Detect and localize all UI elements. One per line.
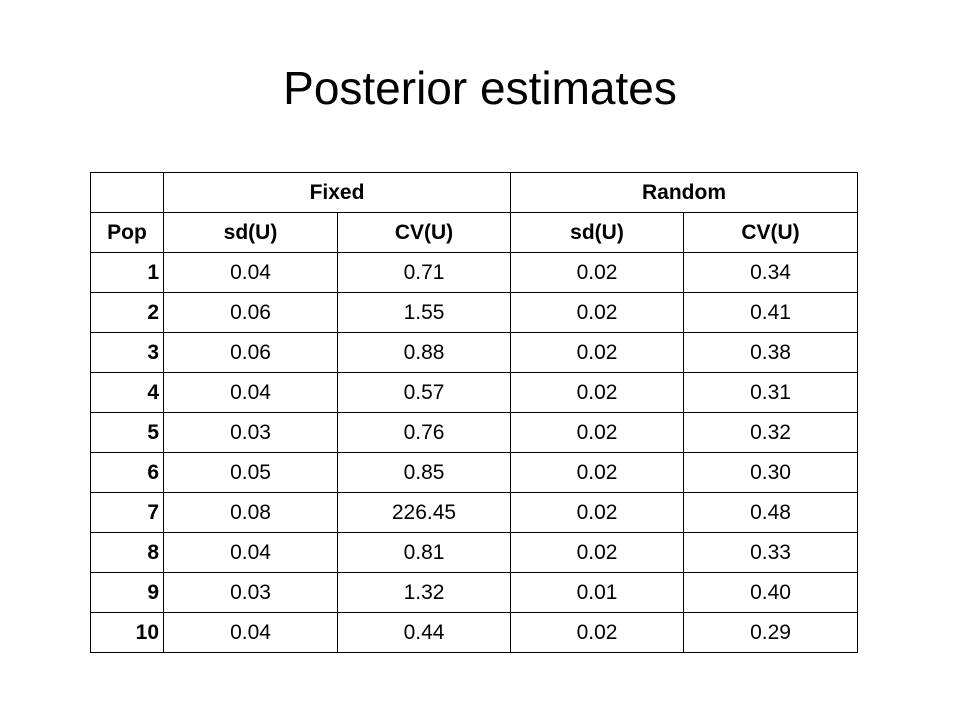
value-cell: 0.08 bbox=[163, 492, 338, 533]
pop-cell: 3 bbox=[90, 332, 164, 373]
table-row: 5 0.03 0.76 0.02 0.32 bbox=[90, 412, 858, 453]
value-cell: 0.02 bbox=[510, 372, 684, 413]
group-header: Random bbox=[510, 172, 858, 213]
table-row: 3 0.06 0.88 0.02 0.38 bbox=[90, 332, 858, 373]
value-cell: 0.85 bbox=[337, 452, 511, 493]
value-cell: 0.02 bbox=[510, 412, 684, 453]
value-cell: 0.04 bbox=[163, 252, 338, 293]
value-cell: 1.32 bbox=[337, 572, 511, 613]
table-row: 2 0.06 1.55 0.02 0.41 bbox=[90, 292, 858, 333]
value-cell: 0.02 bbox=[510, 292, 684, 333]
value-cell: 0.02 bbox=[510, 252, 684, 293]
column-header: CV(U) bbox=[337, 212, 511, 253]
table-row: 4 0.04 0.57 0.02 0.31 bbox=[90, 372, 858, 413]
value-cell: 0.03 bbox=[163, 572, 338, 613]
value-cell: 0.71 bbox=[337, 252, 511, 293]
column-header: sd(U) bbox=[163, 212, 338, 253]
table-row: Pop sd(U) CV(U) sd(U) CV(U) bbox=[90, 212, 858, 253]
pop-cell: 5 bbox=[90, 412, 164, 453]
value-cell: 0.41 bbox=[683, 292, 858, 333]
value-cell: 0.31 bbox=[683, 372, 858, 413]
value-cell: 0.33 bbox=[683, 532, 858, 573]
value-cell: 0.57 bbox=[337, 372, 511, 413]
table-row: 9 0.03 1.32 0.01 0.40 bbox=[90, 572, 858, 613]
value-cell: 0.05 bbox=[163, 452, 338, 493]
value-cell: 0.03 bbox=[163, 412, 338, 453]
table-row: 6 0.05 0.85 0.02 0.30 bbox=[90, 452, 858, 493]
value-cell: 1.55 bbox=[337, 292, 511, 333]
value-cell: 0.30 bbox=[683, 452, 858, 493]
value-cell: 0.48 bbox=[683, 492, 858, 533]
value-cell: 0.44 bbox=[337, 612, 511, 653]
pop-cell: 9 bbox=[90, 572, 164, 613]
value-cell: 0.04 bbox=[163, 532, 338, 573]
value-cell: 0.76 bbox=[337, 412, 511, 453]
value-cell: 0.29 bbox=[683, 612, 858, 653]
table-row: 7 0.08 226.45 0.02 0.48 bbox=[90, 492, 858, 533]
value-cell: 0.02 bbox=[510, 492, 684, 533]
value-cell: 0.32 bbox=[683, 412, 858, 453]
column-header: Pop bbox=[90, 212, 164, 253]
column-header: sd(U) bbox=[510, 212, 684, 253]
pop-cell: 2 bbox=[90, 292, 164, 333]
value-cell: 0.06 bbox=[163, 292, 338, 333]
value-cell: 226.45 bbox=[337, 492, 511, 533]
corner-cell bbox=[90, 172, 164, 213]
pop-cell: 8 bbox=[90, 532, 164, 573]
value-cell: 0.04 bbox=[163, 372, 338, 413]
value-cell: 0.81 bbox=[337, 532, 511, 573]
pop-cell: 1 bbox=[90, 252, 164, 293]
value-cell: 0.02 bbox=[510, 612, 684, 653]
table-row: 8 0.04 0.81 0.02 0.33 bbox=[90, 532, 858, 573]
value-cell: 0.01 bbox=[510, 572, 684, 613]
value-cell: 0.34 bbox=[683, 252, 858, 293]
value-cell: 0.02 bbox=[510, 532, 684, 573]
table-row: Fixed Random bbox=[90, 172, 858, 213]
value-cell: 0.06 bbox=[163, 332, 338, 373]
group-header: Fixed bbox=[163, 172, 511, 213]
column-header: CV(U) bbox=[683, 212, 858, 253]
value-cell: 0.02 bbox=[510, 452, 684, 493]
pop-cell: 10 bbox=[90, 612, 164, 653]
slide-title: Posterior estimates bbox=[283, 62, 677, 114]
pop-cell: 7 bbox=[90, 492, 164, 533]
pop-cell: 4 bbox=[90, 372, 164, 413]
table-row: 1 0.04 0.71 0.02 0.34 bbox=[90, 252, 858, 293]
pop-cell: 6 bbox=[90, 452, 164, 493]
value-cell: 0.04 bbox=[163, 612, 338, 653]
value-cell: 0.02 bbox=[510, 332, 684, 373]
value-cell: 0.38 bbox=[683, 332, 858, 373]
value-cell: 0.88 bbox=[337, 332, 511, 373]
estimates-table: Fixed Random Pop sd(U) CV(U) sd(U) CV(U) 1 0.04 0… bbox=[90, 172, 858, 653]
table-row: 10 0.04 0.44 0.02 0.29 bbox=[90, 612, 858, 653]
value-cell: 0.40 bbox=[683, 572, 858, 613]
